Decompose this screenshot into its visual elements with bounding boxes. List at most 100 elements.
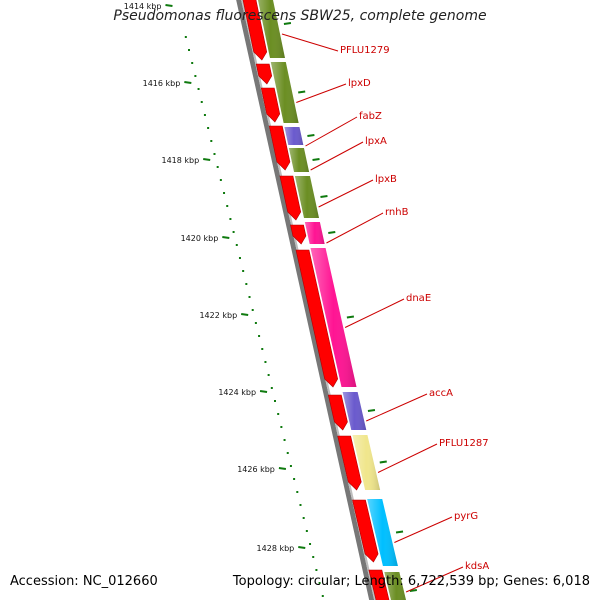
forward-cds-arrow [260, 87, 281, 123]
ruler-tick [241, 313, 249, 316]
gene-label-fabz: fabZ [359, 111, 382, 122]
gene-segment-shading [310, 248, 357, 387]
ruler-dot [318, 582, 321, 584]
gene-label-dnae: dnaE [406, 293, 431, 304]
ruler-dot [274, 400, 276, 402]
gene-tick [346, 315, 355, 319]
gene-label-leader [281, 33, 339, 52]
gene-segment-shading [384, 572, 407, 600]
gene-label-rnhb: rnhB [385, 207, 409, 218]
ruler-dot [296, 491, 299, 493]
ruler-dot [232, 231, 235, 233]
ruler-dot [207, 127, 210, 129]
ruler-dot [286, 452, 289, 454]
ruler-tick-label: 1426 kbp [237, 465, 275, 474]
ruler-tick [165, 4, 173, 7]
gene-segment-shading [270, 62, 299, 123]
ruler-dot [254, 322, 257, 324]
ruler-dot [226, 205, 229, 207]
ruler-tick-label: 1418 kbp [161, 156, 199, 165]
gene-segment-shading [342, 392, 367, 430]
ruler-dot [280, 426, 283, 428]
ruler-dot [216, 166, 219, 168]
forward-cds-arrow [290, 224, 307, 245]
ruler-dot [213, 153, 216, 155]
ruler-tick-label: 1414 kbp [124, 2, 162, 11]
gene-segment-shading [294, 176, 320, 218]
gene-tick [395, 530, 404, 534]
ruler-dot [302, 517, 305, 519]
forward-cds-arrow [255, 63, 273, 85]
ruler-tick [259, 390, 268, 393]
gene-tick [307, 134, 315, 137]
ruler-dot [283, 439, 286, 441]
ruler-tick-label: 1422 kbp [199, 311, 237, 320]
gene-tick [298, 90, 306, 94]
genome-summary: Topology: circular; Length: 6,722,539 bp… [232, 574, 590, 589]
ruler-dot [267, 374, 270, 376]
ruler-dot [223, 192, 226, 194]
gene-label-lpxb: lpxB [375, 174, 397, 185]
ruler-dot [242, 270, 245, 272]
ruler-tick-label: 1428 kbp [257, 544, 295, 553]
accession-label: Accession: NC_012660 [10, 574, 158, 589]
gene-label-leader [305, 116, 358, 147]
gene-label-leader [318, 179, 374, 208]
backbone-line [236, 0, 375, 600]
gene-label-leader [296, 83, 347, 103]
ruler-tick-label: 1416 kbp [143, 79, 181, 88]
ruler-dot [315, 569, 318, 571]
gene-tick [379, 460, 387, 464]
gene-label-pyrg: pyrG [454, 511, 478, 522]
forward-cds-arrow [337, 435, 362, 491]
ruler-dot [248, 296, 251, 298]
gene-segment-shading [284, 127, 304, 145]
ruler-tick [298, 546, 306, 549]
gene-label-leader [394, 516, 453, 543]
gene-segment-shading [367, 499, 398, 566]
forward-cds-arrow [327, 394, 348, 431]
ruler-tick [278, 467, 287, 470]
forward-cds-arrow [368, 569, 390, 600]
forward-strand-cds [242, 0, 390, 600]
forward-cds-arrow [242, 0, 268, 61]
gene-tick [367, 409, 376, 412]
map-title: Pseudomonas fluorescens SBW25, complete … [113, 8, 487, 24]
ruler-dot [203, 114, 206, 116]
ruler-dot [293, 478, 296, 480]
gene-segment-shading [352, 435, 381, 490]
ruler-dot [277, 413, 280, 415]
gene-tick [283, 22, 292, 25]
gene-segment-shading [258, 0, 285, 58]
gene-label-lpxd: lpxD [348, 78, 371, 89]
gene-tick [328, 231, 336, 234]
ruler-dot [258, 335, 261, 337]
ruler-dot [191, 62, 194, 64]
ruler-dot [309, 543, 312, 545]
ruler-dot [299, 504, 302, 506]
ruler-dot [184, 36, 187, 38]
ruler-dot [194, 75, 197, 77]
ruler-dot [251, 309, 254, 311]
ruler-dot [321, 595, 324, 597]
gene-segment-shading [288, 148, 310, 172]
ruler-dot [200, 101, 203, 103]
gene-labels: PFLU1279 lpxD fabZ lpxA lpxB rnhB dnaE accA PFLU… [281, 33, 489, 593]
ruler-dot [312, 556, 315, 558]
gene-label-kdsa: kdsA [465, 561, 489, 572]
gene-label-leader [344, 298, 405, 328]
gene-label-leader [366, 393, 428, 422]
ruler-tick [222, 236, 230, 239]
ruler-dot [289, 465, 292, 467]
gene-label-pflu1287: PFLU1287 [439, 438, 489, 449]
ruler-tick [203, 158, 211, 161]
ruler-dot [264, 361, 267, 363]
ruler-dot [210, 140, 213, 142]
gene-label-leader [326, 212, 384, 244]
gene-label-leader [310, 141, 364, 171]
ruler-dot [238, 257, 241, 259]
ruler-dot [261, 348, 264, 350]
ruler-dot [188, 49, 191, 51]
gene-tick [409, 589, 417, 592]
